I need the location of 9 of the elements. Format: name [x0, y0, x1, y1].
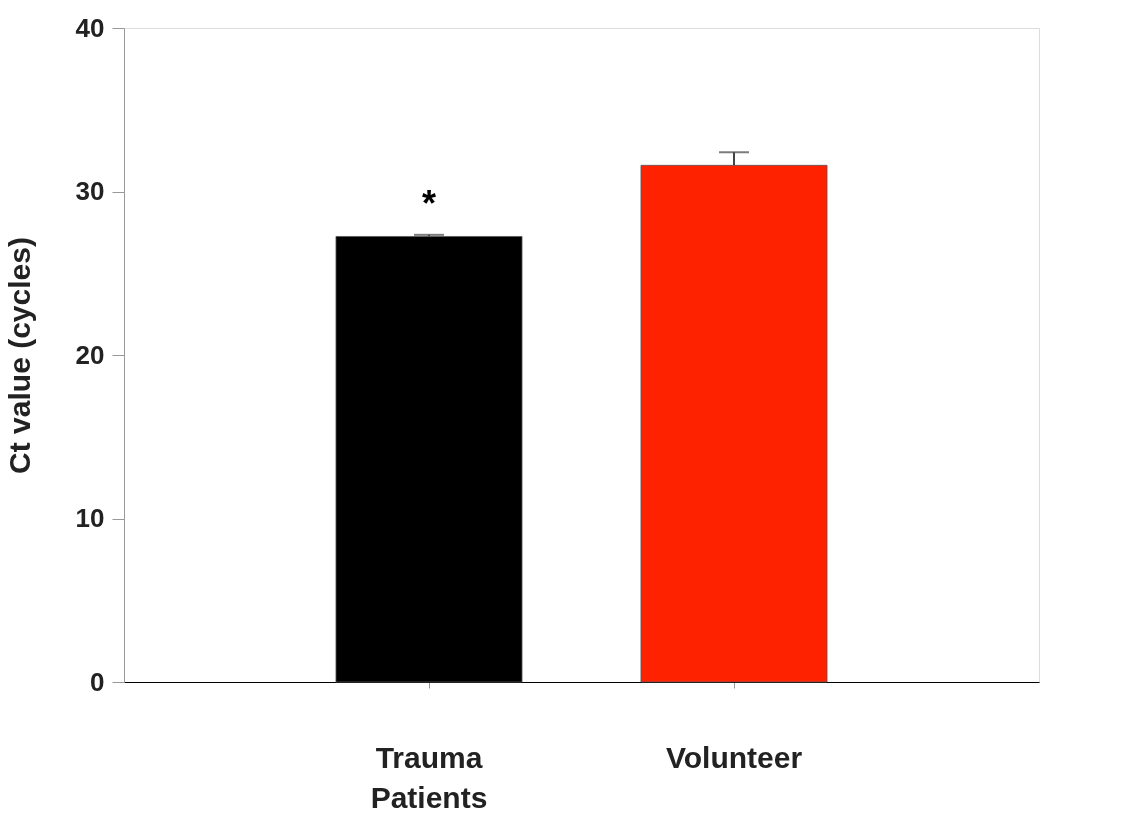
y-axis-title: Ct value (cycles): [2, 237, 36, 474]
y-tick-label: 30: [75, 176, 105, 206]
y-tick-label: 20: [75, 339, 105, 370]
annotation: *: [421, 182, 437, 224]
y-tick-label: 0: [90, 666, 105, 697]
y-tick-label: 10: [75, 503, 105, 533]
y-tick-label: 40: [75, 12, 105, 43]
x-tick-label: Volunteer: [665, 740, 803, 774]
x-tick-label: Trauma Patients: [370, 740, 488, 814]
